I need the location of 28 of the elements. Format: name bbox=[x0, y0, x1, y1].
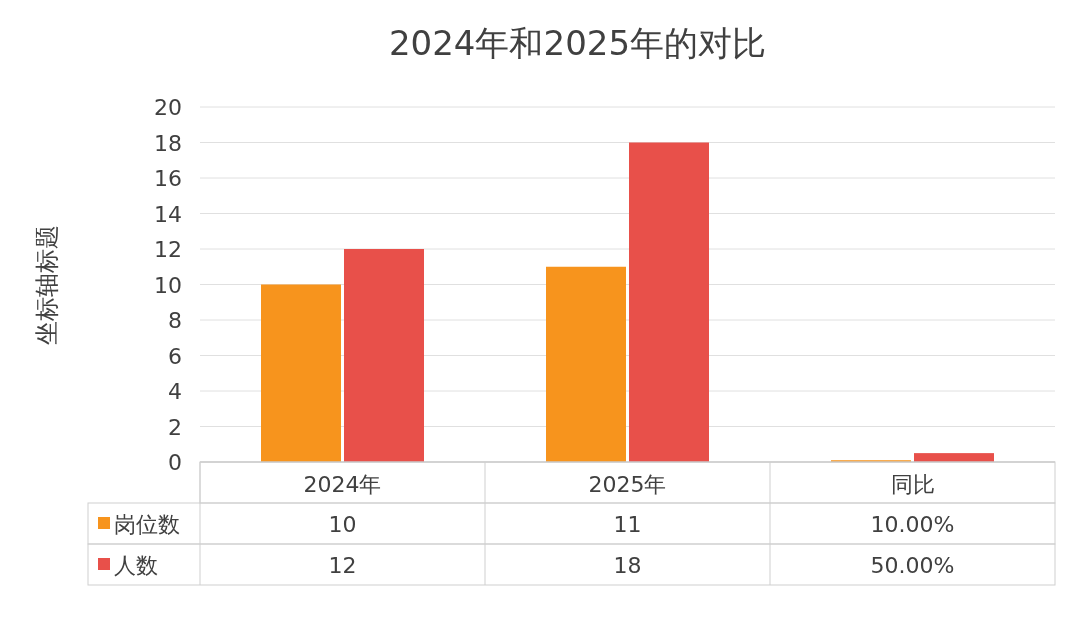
x-tick-label: 同比 bbox=[890, 472, 935, 497]
y-tick-label: 16 bbox=[154, 166, 182, 191]
y-tick-label: 12 bbox=[154, 237, 182, 262]
y-tick-label: 6 bbox=[168, 343, 182, 369]
data-label: 10 bbox=[328, 512, 357, 537]
y-axis-title: 坐标轴标题 bbox=[33, 224, 61, 345]
x-tick-label: 2025年 bbox=[588, 472, 667, 497]
y-tick-label: 0 bbox=[168, 450, 182, 475]
data-label: 18 bbox=[613, 553, 642, 578]
y-tick-label: 14 bbox=[154, 201, 182, 227]
bar bbox=[629, 142, 709, 462]
x-tick-label: 2024年 bbox=[303, 472, 382, 497]
bar bbox=[546, 266, 626, 462]
y-tick-label: 10 bbox=[154, 272, 182, 298]
bar bbox=[344, 249, 424, 462]
data-label: 10.00% bbox=[870, 512, 955, 537]
y-tick-label: 4 bbox=[168, 379, 182, 404]
chart-title: 2024年和2025年的对比 bbox=[388, 23, 767, 63]
data-label: 50.00% bbox=[870, 553, 955, 578]
bar bbox=[261, 284, 341, 462]
y-tick-label: 20 bbox=[154, 95, 182, 120]
legend-label: 岗位数 bbox=[114, 512, 180, 537]
y-tick-label: 18 bbox=[154, 130, 182, 156]
data-label: 11 bbox=[613, 512, 642, 537]
y-tick-label: 2 bbox=[168, 414, 182, 440]
y-tick-label: 8 bbox=[168, 308, 182, 333]
data-label: 12 bbox=[328, 553, 357, 578]
legend-label: 人数 bbox=[114, 553, 158, 578]
